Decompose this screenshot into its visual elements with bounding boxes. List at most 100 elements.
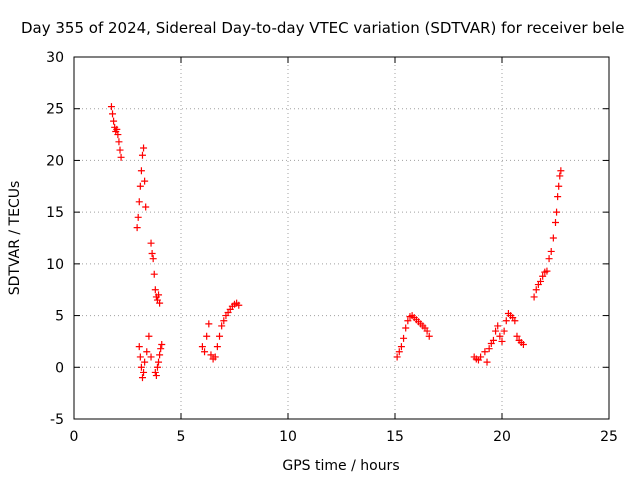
data-point: [137, 363, 145, 371]
y-tick-label: 30: [46, 50, 64, 66]
data-point: [400, 334, 408, 342]
data-point: [545, 255, 553, 263]
data-point: [155, 358, 163, 366]
data-point: [549, 234, 557, 242]
data-point: [477, 353, 485, 361]
plot-frame: [73, 56, 610, 420]
y-tick-label: -5: [50, 412, 64, 428]
x-axis-label: GPS time / hours: [282, 458, 399, 474]
data-point: [543, 267, 551, 275]
data-point: [555, 182, 563, 190]
data-point: [539, 272, 547, 280]
data-point: [218, 322, 226, 330]
data-point: [489, 336, 497, 344]
y-tick-label: 0: [55, 360, 64, 376]
data-point: [138, 151, 146, 159]
data-point: [135, 198, 143, 206]
data-point: [156, 299, 164, 307]
data-point: [423, 327, 431, 335]
data-point: [110, 117, 118, 125]
data-point: [203, 332, 211, 340]
chart-title: Day 355 of 2024, Sidereal Day-to-day VTE…: [21, 19, 624, 37]
y-tick-label: 20: [46, 153, 64, 169]
data-point: [153, 363, 161, 371]
data-point: [513, 332, 521, 340]
data-point: [147, 239, 155, 247]
data-point: [143, 348, 151, 356]
data-point: [151, 286, 159, 294]
data-point: [207, 351, 215, 359]
data-point: [157, 345, 165, 353]
axis-ticks: [73, 56, 610, 420]
data-point: [519, 341, 527, 349]
data-point: [557, 167, 565, 175]
data-point: [140, 368, 148, 376]
data-point: [115, 138, 123, 146]
data-point: [496, 332, 504, 340]
y-tick-label: 10: [46, 257, 64, 273]
data-point: [552, 218, 559, 226]
data-point: [402, 324, 410, 332]
data-point: [235, 301, 243, 309]
data-point: [483, 358, 491, 366]
data-point: [145, 332, 153, 340]
data-point: [114, 131, 122, 139]
data-point: [147, 353, 155, 361]
data-point: [155, 291, 163, 299]
data-point: [198, 343, 206, 351]
data-point: [492, 327, 500, 335]
y-tick-label: 5: [55, 309, 64, 325]
data-point: [113, 125, 121, 133]
data-point: [149, 255, 157, 263]
data-point: [136, 353, 144, 361]
grid-lines: [74, 57, 609, 419]
data-point: [220, 317, 228, 325]
data-point: [485, 345, 493, 353]
data-point: [500, 327, 508, 335]
data-point: [152, 372, 160, 380]
data-point: [133, 224, 141, 232]
data-point: [502, 317, 510, 325]
data-point: [216, 332, 224, 340]
data-point: [213, 343, 221, 351]
data-point: [494, 322, 502, 330]
data-point: [404, 317, 412, 325]
x-tick-label: 20: [493, 429, 511, 445]
data-point: [393, 353, 401, 361]
data-point: [554, 193, 562, 201]
data-point: [547, 247, 555, 255]
data-points: [107, 103, 565, 382]
data-point: [530, 293, 538, 301]
data-point: [107, 103, 115, 111]
data-point: [556, 172, 564, 180]
data-point: [117, 153, 125, 161]
data-point: [141, 358, 149, 366]
data-point: [137, 167, 145, 175]
data-point: [201, 348, 209, 356]
data-point: [498, 337, 506, 345]
y-tick-labels: -5 0 5 10 15 20 25 30: [46, 50, 64, 428]
data-point: [205, 320, 213, 328]
y-tick-label: 25: [46, 102, 64, 118]
data-point: [211, 353, 219, 361]
data-point: [134, 213, 142, 221]
data-point: [553, 208, 561, 216]
data-point: [151, 368, 159, 376]
y-tick-label: 15: [46, 205, 64, 221]
x-tick-label: 10: [279, 429, 297, 445]
data-point: [109, 110, 117, 118]
data-point: [135, 343, 143, 351]
data-point: [142, 203, 150, 211]
x-tick-label: 25: [600, 429, 618, 445]
data-point: [156, 351, 164, 359]
data-point: [138, 374, 146, 382]
data-point: [481, 348, 489, 356]
data-point: [397, 343, 405, 351]
x-tick-label: 0: [70, 429, 79, 445]
data-point: [140, 144, 148, 152]
data-point: [150, 270, 158, 278]
x-tick-labels: 0 5 10 15 20 25: [70, 429, 618, 445]
data-point: [532, 286, 540, 294]
data-point: [148, 250, 156, 258]
